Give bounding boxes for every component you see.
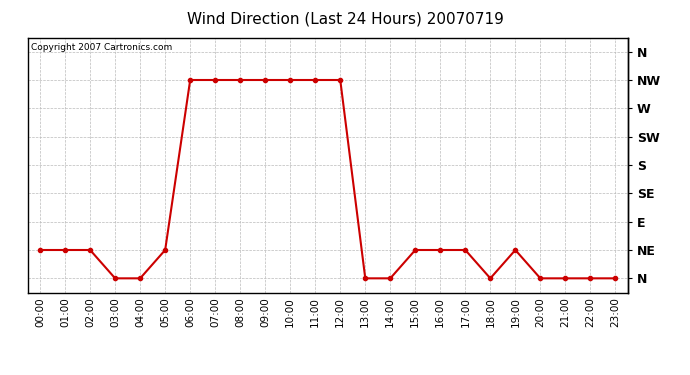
Text: Wind Direction (Last 24 Hours) 20070719: Wind Direction (Last 24 Hours) 20070719	[186, 11, 504, 26]
Text: Copyright 2007 Cartronics.com: Copyright 2007 Cartronics.com	[30, 43, 172, 52]
